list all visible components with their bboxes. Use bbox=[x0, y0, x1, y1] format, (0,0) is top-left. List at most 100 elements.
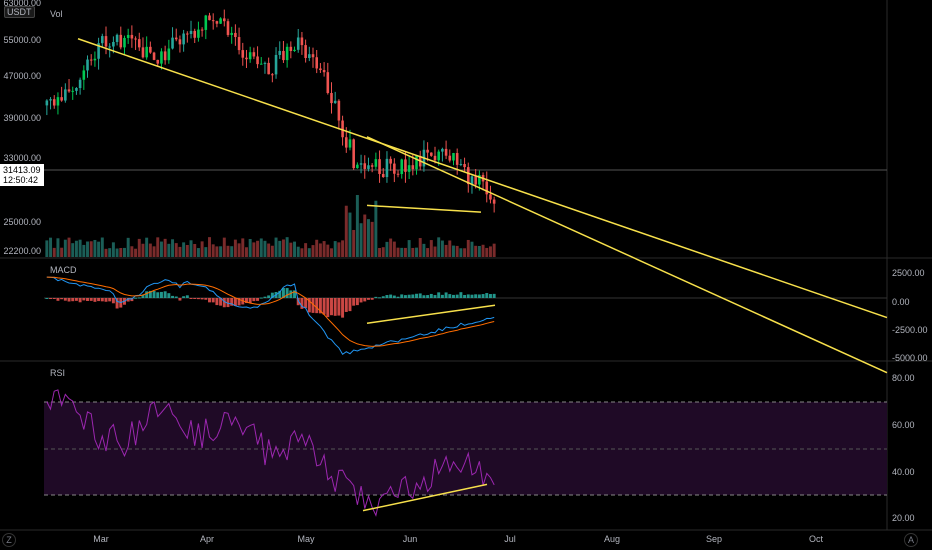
volume-bar bbox=[86, 241, 89, 257]
macd-histogram-bar bbox=[448, 294, 452, 298]
candle-body bbox=[141, 47, 145, 58]
macd-histogram-bar bbox=[477, 294, 481, 298]
rsi-tick-label: 80.00 bbox=[892, 373, 915, 383]
volume-bar bbox=[252, 242, 256, 257]
volume-bar bbox=[230, 246, 234, 257]
macd-histogram-bar bbox=[196, 298, 200, 300]
trendlines[interactable] bbox=[77, 38, 888, 374]
candle-body bbox=[182, 33, 185, 45]
volume-bar bbox=[71, 243, 75, 257]
candle-body bbox=[381, 173, 385, 178]
macd-histogram-bar bbox=[60, 298, 64, 300]
rsi-line bbox=[46, 389, 495, 517]
volume-bar bbox=[97, 241, 101, 257]
candle-body bbox=[49, 99, 52, 101]
candle-body bbox=[430, 152, 433, 156]
volume-bar bbox=[352, 229, 356, 257]
macd-tick-label: 2500.00 bbox=[892, 268, 925, 278]
volume-bar bbox=[137, 238, 141, 257]
auto-scale-button[interactable]: A bbox=[904, 533, 918, 547]
candle-body bbox=[352, 139, 355, 169]
macd-histogram-bar bbox=[411, 294, 415, 298]
candle-body bbox=[189, 30, 193, 34]
macd-histogram-bar bbox=[63, 298, 67, 301]
macd-histogram-bar bbox=[104, 298, 108, 302]
macd-histogram-bar bbox=[215, 298, 219, 306]
macd-histogram-bar bbox=[459, 292, 463, 298]
macd-histogram-bar bbox=[211, 298, 215, 303]
volume-bar bbox=[78, 239, 82, 257]
macd-histogram-bar bbox=[137, 297, 141, 299]
macd-histogram-bar bbox=[115, 298, 119, 309]
macd-histogram-bar bbox=[293, 290, 297, 298]
volume-bar bbox=[385, 241, 389, 257]
volume-bar bbox=[74, 240, 78, 257]
macd-histogram-bar bbox=[437, 292, 441, 298]
volume-bar bbox=[200, 241, 204, 257]
candle-body bbox=[101, 36, 104, 44]
candle-body bbox=[123, 37, 126, 48]
macd-histogram-bar bbox=[208, 298, 211, 303]
volume-bar bbox=[56, 238, 60, 257]
macd-histogram-bar bbox=[322, 298, 326, 315]
macd-histogram-bar bbox=[219, 298, 223, 306]
rsi-tick-label: 40.00 bbox=[892, 467, 915, 477]
price-trendline bbox=[366, 204, 482, 213]
macd-histogram-bar bbox=[470, 294, 474, 298]
macd-label[interactable]: MACD bbox=[50, 265, 77, 275]
candle-body bbox=[393, 163, 396, 174]
unit-label[interactable]: USDT bbox=[4, 6, 35, 18]
volume-bar bbox=[452, 245, 455, 257]
macd-histogram-bar bbox=[237, 298, 241, 306]
rsi-label[interactable]: RSI bbox=[50, 368, 66, 378]
price-tick-label: 47000.00 bbox=[3, 71, 41, 81]
candle-body bbox=[241, 50, 245, 58]
macd-histogram-bar bbox=[407, 294, 411, 298]
volume-bar bbox=[470, 241, 474, 257]
macd-histogram-bar bbox=[230, 298, 234, 306]
candle-body bbox=[441, 148, 444, 152]
candle-body bbox=[178, 39, 182, 45]
macd-histogram-bar bbox=[45, 298, 49, 299]
macd-histogram-bar bbox=[248, 298, 252, 304]
volume-bar bbox=[60, 247, 64, 257]
macd-histogram-bar bbox=[189, 298, 193, 299]
candle-body bbox=[115, 34, 119, 42]
macd-histogram-bar bbox=[71, 298, 75, 302]
candle-body bbox=[300, 37, 304, 46]
candle-body bbox=[186, 33, 189, 35]
candle-body bbox=[319, 68, 322, 71]
macd-histogram-bar bbox=[222, 298, 226, 308]
candle-body bbox=[52, 99, 56, 106]
candle-body bbox=[341, 120, 344, 138]
macd-histogram-bar bbox=[49, 298, 53, 299]
volume-bars bbox=[45, 195, 496, 257]
macd-histogram-bar bbox=[82, 298, 86, 301]
candle-body bbox=[485, 181, 489, 195]
macd-histogram-bar bbox=[281, 288, 285, 298]
candle-body bbox=[89, 59, 93, 61]
macd-histogram-bar bbox=[252, 298, 256, 302]
candle-body bbox=[433, 155, 437, 161]
macd-tick-label: -5000.00 bbox=[892, 353, 928, 363]
volume-bar bbox=[403, 247, 407, 257]
macd-histogram-bar bbox=[204, 298, 208, 300]
macd-histogram-bar bbox=[348, 298, 352, 312]
macd-histogram-bar bbox=[141, 294, 145, 298]
volume-bar bbox=[171, 239, 175, 257]
volume-bar bbox=[163, 238, 167, 257]
candle-body bbox=[86, 59, 89, 71]
candle-body bbox=[119, 34, 123, 48]
macd-histogram-bar bbox=[97, 298, 101, 302]
candle-body bbox=[304, 45, 307, 59]
macd-histogram-bar bbox=[474, 294, 478, 298]
macd-histogram-bar bbox=[385, 295, 389, 298]
zoom-button[interactable]: Z bbox=[2, 533, 16, 547]
candle-body bbox=[134, 38, 137, 40]
volume-bar bbox=[45, 240, 49, 257]
volume-bar bbox=[167, 243, 171, 257]
volume-bar bbox=[108, 248, 112, 257]
macd-tick-label: -2500.00 bbox=[892, 325, 928, 335]
macd-histogram-bar bbox=[444, 292, 448, 298]
